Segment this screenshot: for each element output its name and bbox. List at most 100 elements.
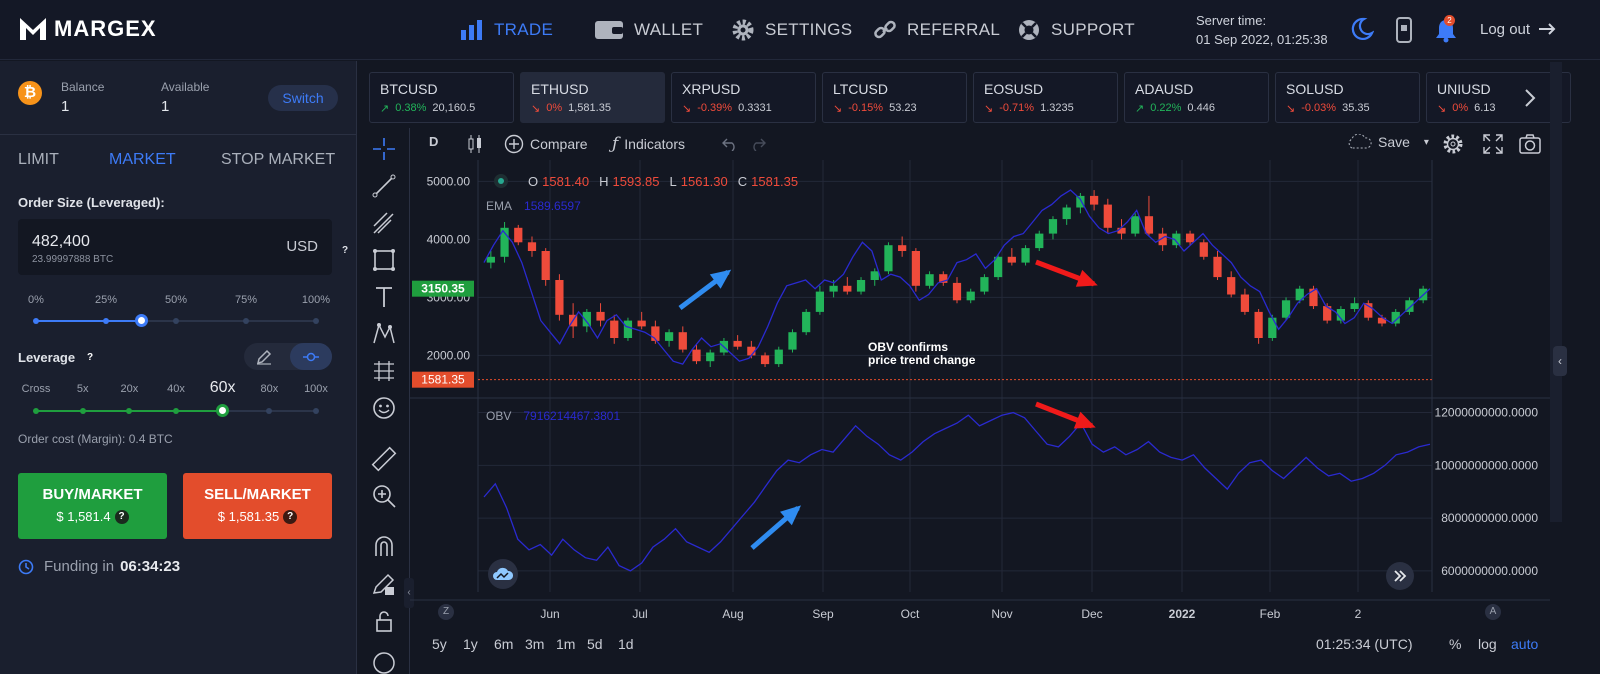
ema-legend: EMA 1589.6597 xyxy=(486,199,581,213)
right-scroll-area[interactable] xyxy=(1550,62,1562,522)
leverage-help-icon[interactable]: ? xyxy=(87,351,94,363)
candle xyxy=(1062,204,1071,225)
leverage-slider-handle[interactable] xyxy=(216,404,230,417)
nav-referral[interactable]: REFERRAL xyxy=(873,0,1000,60)
price-axis-label: 5000.00 xyxy=(427,174,471,188)
mobile-phone-icon[interactable] xyxy=(1394,16,1414,44)
ticker-ltcusd[interactable]: LTCUSD ↘ -0.15% 53.23 xyxy=(822,72,967,123)
range-1d[interactable]: 1d xyxy=(618,636,634,652)
smiley-icon[interactable] xyxy=(371,395,397,421)
tab-stop-market[interactable]: STOP MARKET xyxy=(221,151,336,168)
range-5d[interactable]: 5d xyxy=(587,636,603,652)
nav-wallet[interactable]: WALLET xyxy=(594,0,703,60)
auto-scale-button[interactable]: auto xyxy=(1511,636,1539,652)
order-size-input[interactable]: 482,400 23.99997888 BTC USD xyxy=(18,219,332,275)
notifications[interactable]: 2 xyxy=(1434,15,1458,44)
leverage-slider-mark xyxy=(313,408,319,414)
chart-type-button[interactable] xyxy=(467,134,483,154)
redo-icon[interactable] xyxy=(750,137,766,151)
compare-button[interactable]: Compare xyxy=(504,134,588,154)
candle xyxy=(514,224,523,246)
candle xyxy=(1391,309,1400,327)
ruler-icon[interactable] xyxy=(371,446,397,472)
ticker-xrpusd[interactable]: XRPUSD ↘ -0.39% 0.3331 xyxy=(671,72,816,123)
pitchfork-icon[interactable] xyxy=(371,210,397,236)
log-scale-button[interactable]: log xyxy=(1478,636,1497,652)
fullscreen-icon[interactable] xyxy=(1482,133,1504,155)
red-arrow-obv xyxy=(1035,401,1096,429)
side-panel-toggle[interactable]: ‹ xyxy=(1553,346,1567,376)
candle xyxy=(1364,300,1373,321)
range-6m[interactable]: 6m xyxy=(494,636,514,652)
indicators-button[interactable]: ƒ Indicators xyxy=(612,134,685,154)
nav-settings[interactable]: SETTINGS xyxy=(731,0,852,60)
candle xyxy=(843,277,852,295)
order-size-btc: 23.99997888 BTC xyxy=(32,254,114,265)
chart-settings-gear-icon[interactable] xyxy=(1442,133,1464,155)
sell-help-icon[interactable]: ? xyxy=(283,509,298,524)
draw-lock-icon[interactable] xyxy=(371,571,397,597)
pattern-tool-icon[interactable] xyxy=(371,321,397,347)
text-tool-icon[interactable] xyxy=(371,284,397,310)
ticker-next-button[interactable] xyxy=(1510,72,1550,123)
tradingview-logo-button[interactable] xyxy=(488,559,518,589)
candle xyxy=(1007,248,1016,266)
prediction-tool-icon[interactable] xyxy=(371,358,397,384)
tab-limit[interactable]: LIMIT xyxy=(18,151,59,168)
magnet-icon[interactable] xyxy=(371,534,397,560)
zoom-in-icon[interactable] xyxy=(371,483,397,509)
ticker-btcusd[interactable]: BTCUSD ↗ 0.38% 20,160.5 xyxy=(369,72,514,123)
nav-trade[interactable]: TRADE xyxy=(460,0,553,60)
zoom-z-button[interactable]: Z xyxy=(438,604,454,620)
candle xyxy=(884,242,893,275)
auto-a-button[interactable]: A xyxy=(1485,604,1501,620)
range-1y[interactable]: 1y xyxy=(463,636,478,652)
scroll-to-realtime-button[interactable] xyxy=(1386,562,1414,590)
brand-logo[interactable]: MARGEX xyxy=(18,16,157,42)
ticker-adausd[interactable]: ADAUSD ↗ 0.22% 0.446 xyxy=(1124,72,1269,123)
candle xyxy=(1131,213,1140,237)
toolbar-collapse-button[interactable]: ‹ xyxy=(404,578,414,608)
logout-button[interactable]: Log out xyxy=(1480,20,1558,38)
trend-line-icon[interactable] xyxy=(371,173,397,199)
ticker-ethusd[interactable]: ETHUSD ↘ 0% 1,581.35 xyxy=(520,72,665,123)
leverage-tick-label: Cross xyxy=(21,383,51,395)
moon-icon[interactable] xyxy=(1350,16,1374,42)
undo-icon[interactable] xyxy=(722,137,738,151)
plus-circle-icon xyxy=(504,134,524,154)
slider-mode-button[interactable] xyxy=(290,343,332,370)
buy-market-button[interactable]: BUY/MARKET $ 1,581.4 ? xyxy=(18,473,167,539)
crosshair-icon[interactable] xyxy=(371,136,397,162)
camera-icon[interactable] xyxy=(1518,133,1542,155)
save-button[interactable]: Save ▾ xyxy=(1346,134,1429,150)
range-1m[interactable]: 1m xyxy=(556,636,576,652)
ticker-price: 1.3235 xyxy=(1040,102,1074,114)
range-5y[interactable]: 5y xyxy=(432,636,447,652)
candle xyxy=(706,349,715,367)
ticker-eosusd[interactable]: EOSUSD ↘ -0.71% 1.3235 xyxy=(973,72,1118,123)
size-help-icon[interactable]: ? xyxy=(341,245,349,256)
price-chart[interactable]: Jun Jul Aug Sep Oct Nov Dec 2022 Feb 2 5000.00 4000… xyxy=(410,160,1550,628)
sell-market-button[interactable]: SELL/MARKET $ 1,581.35 ? xyxy=(183,473,332,539)
buy-help-icon[interactable]: ? xyxy=(114,509,129,524)
range-3m[interactable]: 3m xyxy=(525,636,545,652)
ticker-solusd[interactable]: SOLUSD ↘ -0.03% 35.35 xyxy=(1275,72,1420,123)
switch-button[interactable]: Switch xyxy=(268,85,338,111)
candle xyxy=(623,317,633,341)
percent-slider-handle[interactable] xyxy=(134,314,148,327)
sell-price: $ 1,581.35 xyxy=(217,509,280,524)
rectangle-tool-icon[interactable] xyxy=(371,247,397,273)
leverage-mode-toggle[interactable] xyxy=(244,343,332,370)
percent-scale-button[interactable]: % xyxy=(1449,636,1462,652)
tab-market[interactable]: MARKET xyxy=(109,151,176,168)
candle xyxy=(1268,314,1277,341)
lock-icon[interactable] xyxy=(371,608,397,634)
nav-support[interactable]: SUPPORT xyxy=(1017,0,1135,60)
chart-toolbar: D Compare ƒ Indicators Save ▾ xyxy=(358,128,1600,160)
eye-icon[interactable] xyxy=(371,648,397,674)
interval-button[interactable]: D xyxy=(429,134,439,149)
ticker-uniusd[interactable]: UNIUSD ↘ 0% 6.13 xyxy=(1426,72,1571,123)
percent-slider-mark xyxy=(243,318,249,324)
ticker-change: -0.71% xyxy=(999,102,1035,114)
